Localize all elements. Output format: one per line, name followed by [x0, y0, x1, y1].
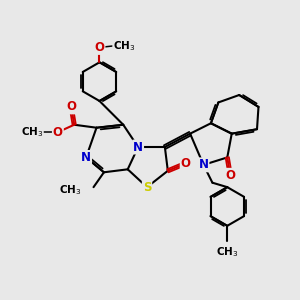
Text: N: N	[133, 140, 143, 154]
Text: O: O	[225, 169, 235, 182]
Text: O: O	[53, 126, 63, 139]
Text: N: N	[81, 151, 91, 164]
Text: S: S	[143, 181, 151, 194]
Text: O: O	[94, 41, 104, 54]
Text: O: O	[66, 100, 76, 113]
Text: CH$_3$: CH$_3$	[59, 183, 82, 197]
Text: CH$_3$: CH$_3$	[20, 125, 43, 139]
Text: CH$_3$: CH$_3$	[113, 39, 135, 53]
Text: N: N	[199, 158, 208, 171]
Text: CH$_3$: CH$_3$	[216, 245, 239, 259]
Text: O: O	[181, 157, 191, 170]
